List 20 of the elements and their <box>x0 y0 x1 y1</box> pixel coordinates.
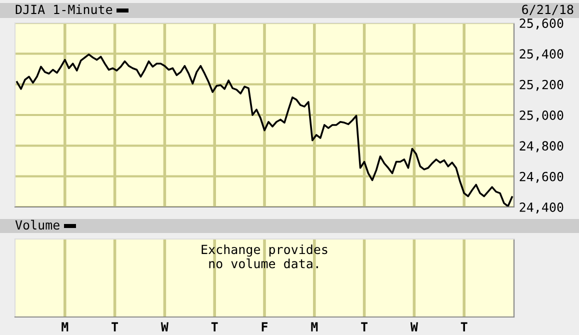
y-tick-label: 25,200 <box>520 80 564 91</box>
category-label: T <box>112 322 118 332</box>
category-label: M <box>62 322 68 332</box>
y-tick-label: 25,400 <box>520 49 564 60</box>
y-tick-label: 25,600 <box>520 18 564 30</box>
category-label: T <box>211 322 218 332</box>
y-tick-label: 24,800 <box>520 141 564 152</box>
y-tick-label: 25,000 <box>520 110 564 122</box>
category-label: W <box>410 322 418 332</box>
category-label: F <box>262 322 268 332</box>
category-label: W <box>160 322 168 332</box>
text: 6/21/18 <box>522 4 574 16</box>
text: Volume <box>15 220 60 230</box>
y-tick-label: 24,600 <box>520 172 564 183</box>
category-label: T <box>361 322 368 332</box>
category-label: T <box>460 322 468 332</box>
category-label: M <box>311 322 318 332</box>
text: Exchange provides no volume data. <box>202 244 328 268</box>
chart-title: DJIA 1-Minute <box>16 4 112 14</box>
y-tick-label: 24,400 <box>520 202 564 214</box>
